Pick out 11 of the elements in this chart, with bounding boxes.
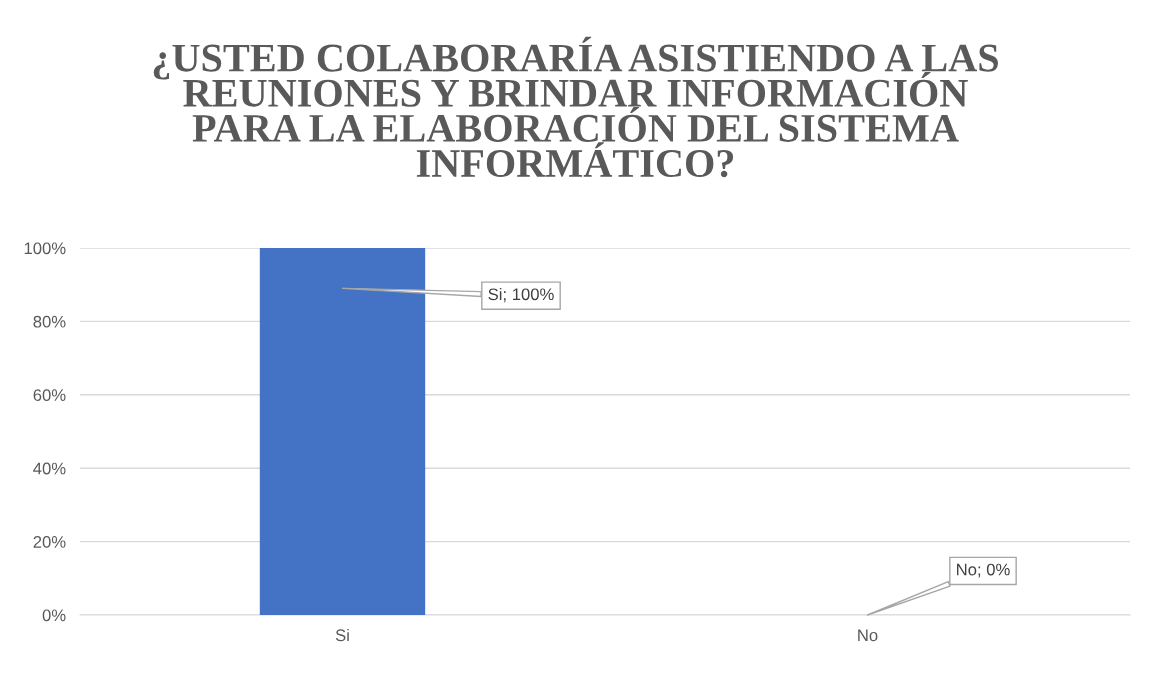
y-tick-label: 100% — [24, 242, 66, 255]
chart-title: ¿USTED COLABORARÍA ASISTIENDO A LAS REUNIONES Y BRINDAR INFORMACIÓN PARA LA ELABORACIÓN DEL SISTEMA INFORMÁTICO? — [153, 36, 998, 178]
y-tick-label: 60% — [33, 389, 66, 401]
y-tick-label: 40% — [33, 462, 66, 475]
y-tick-label: 0% — [42, 609, 66, 622]
data-label: Si; 100% — [488, 287, 554, 303]
data-label: No; 0% — [957, 563, 1010, 578]
x-tick-label: Si — [335, 628, 349, 642]
x-tick-label: No — [858, 629, 878, 642]
y-tick-label: 80% — [33, 315, 66, 328]
y-tick-label: 20% — [33, 536, 66, 548]
